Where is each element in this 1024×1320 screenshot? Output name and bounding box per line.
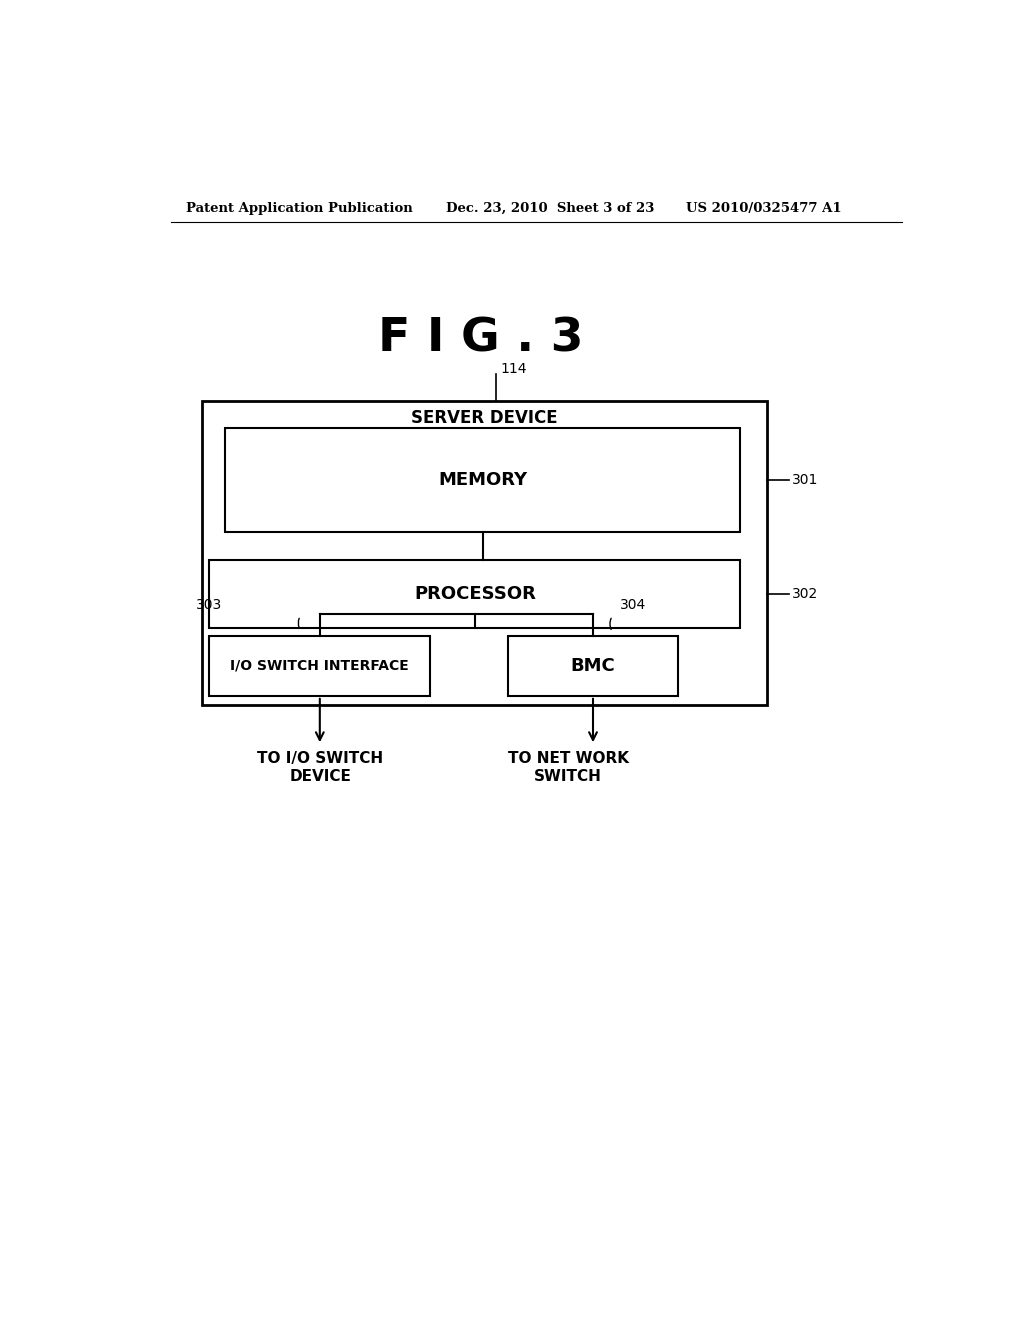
Text: MEMORY: MEMORY: [438, 471, 527, 488]
Text: US 2010/0325477 A1: US 2010/0325477 A1: [686, 202, 842, 215]
Bar: [209, 561, 740, 628]
Text: 302: 302: [793, 587, 818, 601]
Text: SERVER DEVICE: SERVER DEVICE: [412, 409, 558, 426]
Bar: [202, 401, 767, 705]
Text: 301: 301: [793, 473, 818, 487]
Text: 304: 304: [621, 598, 646, 612]
Bar: [225, 428, 740, 532]
Text: TO NET WORK
SWITCH: TO NET WORK SWITCH: [508, 751, 629, 784]
Text: I/O SWITCH INTERFACE: I/O SWITCH INTERFACE: [230, 659, 410, 673]
Text: BMC: BMC: [570, 657, 615, 675]
Text: 303: 303: [197, 598, 222, 612]
Text: Patent Application Publication: Patent Application Publication: [186, 202, 413, 215]
Text: PROCESSOR: PROCESSOR: [414, 585, 536, 603]
Text: Dec. 23, 2010  Sheet 3 of 23: Dec. 23, 2010 Sheet 3 of 23: [445, 202, 654, 215]
Text: 114: 114: [500, 362, 526, 376]
Bar: [209, 636, 430, 696]
Bar: [508, 636, 678, 696]
Text: TO I/O SWITCH
DEVICE: TO I/O SWITCH DEVICE: [257, 751, 383, 784]
Text: F I G . 3: F I G . 3: [378, 317, 584, 362]
